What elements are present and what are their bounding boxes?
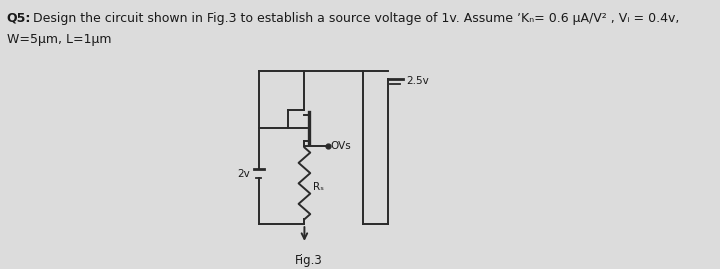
Text: 2v: 2v [238,168,251,179]
Text: OVs: OVs [330,140,351,151]
Text: Design the circuit shown in Fig.3 to establish a source voltage of 1v. Assume ʼK: Design the circuit shown in Fig.3 to est… [30,12,680,25]
Text: 2.5v: 2.5v [406,76,429,86]
Text: Q5:: Q5: [6,12,31,25]
Text: Rₛ: Rₛ [312,182,324,192]
Text: W=5μm, L=1μm: W=5μm, L=1μm [6,33,111,47]
Text: Fig.3: Fig.3 [294,254,323,267]
